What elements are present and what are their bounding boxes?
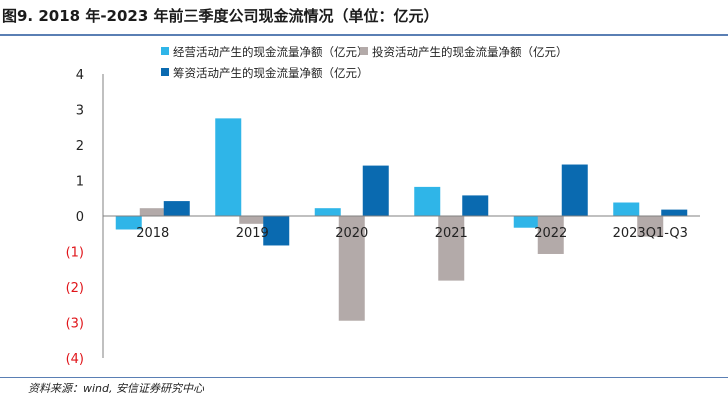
x-category-label: 2022: [534, 226, 567, 241]
y-tick-label: 4: [76, 68, 84, 83]
bar-2023q1-q3-series-3: [661, 209, 688, 216]
bar-2020-series-3: [362, 165, 389, 216]
x-category-label: 2019: [236, 226, 269, 241]
title-rule: [0, 34, 728, 36]
bar-2019-series-1: [215, 118, 242, 216]
legend-label: 投资活动产生的现金流量净额（亿元）: [372, 45, 568, 59]
y-tick-label: (3): [66, 317, 84, 332]
y-tick-label: 2: [76, 139, 84, 154]
bar-2023q1-q3-series-1: [613, 202, 640, 216]
legend-swatch: [161, 68, 169, 76]
bar-2021-series-3: [462, 195, 489, 216]
figure-title: 图9. 2018 年-2023 年前三季度公司现金流情况（单位：亿元）: [2, 7, 439, 25]
bar-2020-series-2: [338, 216, 365, 321]
x-category-label: 2021: [435, 226, 468, 241]
y-tick-label: (4): [66, 352, 84, 367]
y-tick-label: 1: [76, 175, 84, 190]
y-tick-label: (1): [66, 246, 84, 261]
y-tick-label: 3: [76, 104, 84, 119]
x-category-label: 2020: [335, 226, 368, 241]
bar-2022-series-2: [537, 216, 564, 254]
footer-rule: [0, 377, 728, 378]
bar-2022-series-3: [561, 164, 588, 216]
bar-2023q1-q3-series-2: [637, 216, 664, 237]
bar-2022-series-1: [513, 216, 540, 228]
bar-2018-series-2: [139, 208, 166, 216]
bar-2018-series-1: [115, 216, 142, 230]
x-category-label: 2023Q1-Q3: [613, 226, 688, 241]
y-tick-label: (2): [66, 281, 84, 296]
legend-label: 经营活动产生的现金流量净额（亿元）: [173, 45, 369, 59]
source-note: 资料来源：wind, 安信证券研究中心: [28, 382, 204, 395]
bar-2021-series-1: [414, 186, 441, 216]
legend-label: 筹资活动产生的现金流量净额（亿元）: [173, 66, 369, 80]
bar-2019-series-3: [263, 216, 290, 246]
cash-flow-chart: 4 3 2 1 0 (1) (2) (3) (4) 2018 2019 2020 2021 2022 202…: [66, 45, 700, 367]
legend-swatch: [161, 47, 169, 55]
bar-2021-series-2: [438, 216, 465, 281]
x-category-label: 2018: [136, 226, 169, 241]
bar-2019-series-2: [239, 216, 266, 224]
y-tick-label: 0: [76, 210, 84, 225]
legend-swatch: [360, 47, 368, 55]
bar-2018-series-3: [163, 201, 190, 216]
bar-2020-series-1: [314, 208, 341, 216]
